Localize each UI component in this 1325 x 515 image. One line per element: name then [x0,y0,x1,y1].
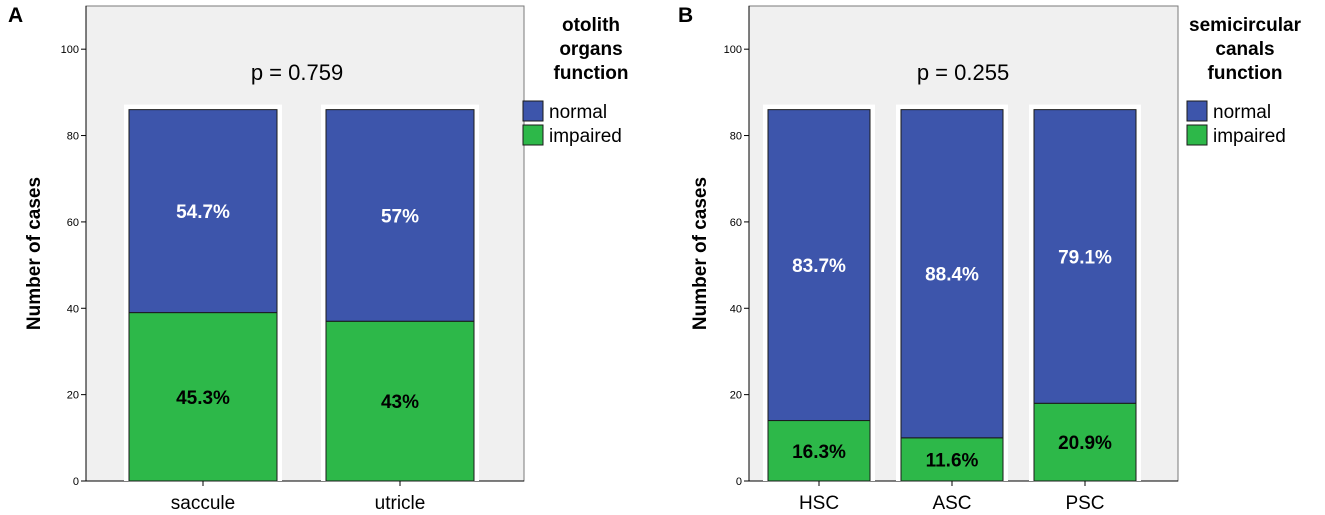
legend-title: function [554,63,629,84]
y-tick-label: 40 [67,303,79,315]
legend-label-normal: normal [1213,102,1271,123]
y-tick-label: 20 [67,390,79,402]
y-tick-label: 80 [730,131,742,143]
y-tick-label: 20 [730,390,742,402]
panel-label: A [8,4,23,27]
data-label-normal: 54.7% [176,202,230,223]
bar-impaired-asc [900,437,1004,482]
data-label-normal: 88.4% [925,265,979,286]
bar-impaired-hsc [767,420,871,482]
x-tick-label: utricle [375,493,426,514]
legend-swatch-normal [522,100,544,122]
y-tick-label: 60 [730,217,742,229]
data-label-impaired: 20.9% [1058,433,1112,454]
bar-normal-asc [900,109,1004,439]
bar-normal-utricle [325,109,475,322]
y-tick-label: 80 [67,131,79,143]
legend-title: semicircular [1189,15,1302,36]
legend-title: organs [559,39,622,60]
y-tick-label: 0 [73,476,79,488]
y-axis-title: Number of cases [24,177,45,330]
y-tick-label: 40 [730,303,742,315]
data-label-normal: 83.7% [792,256,846,277]
chart-panel-b: B 0 20 40 60 80 100 Number of cases p = 0.255 83.… [678,4,1302,514]
y-tick-label: 60 [67,217,79,229]
chart-panel-a: A 0 20 40 60 80 100 Number of cases p = 0.759 54.… [8,4,628,514]
data-label-normal: 57% [381,206,419,227]
legend-title: otolith [562,15,620,36]
legend-title: canals [1215,39,1274,60]
legend-swatch-normal [1186,100,1208,122]
legend-swatch-impaired [1186,124,1208,146]
bar-normal-psc [1033,109,1137,404]
data-label-normal: 79.1% [1058,247,1112,268]
y-tick-label: 100 [724,44,742,56]
y-tick-label: 100 [61,44,79,56]
data-label-impaired: 45.3% [176,388,230,409]
y-axis-title: Number of cases [690,177,711,330]
legend-label-impaired: impaired [549,126,622,147]
data-label-impaired: 11.6% [926,450,979,471]
legend-swatch-impaired [522,124,544,146]
bar-impaired-utricle [325,320,475,482]
bar-normal-saccule [128,109,278,314]
data-label-impaired: 43% [381,392,419,413]
legend: semicircular canals function normal impaired [1186,15,1302,147]
legend-label-normal: normal [549,102,607,123]
x-tick-label: HSC [799,493,839,514]
x-tick-label: saccule [171,493,235,514]
x-tick-label: ASC [932,493,971,514]
p-value-annotation: p = 0.759 [251,60,343,85]
bar-normal-hsc [767,109,871,422]
y-tick-label: 0 [736,476,742,488]
legend: otolith organs function normal impaired [522,15,629,147]
bar-impaired-saccule [128,312,278,482]
data-label-impaired: 16.3% [792,442,846,463]
legend-label-impaired: impaired [1213,126,1286,147]
x-tick-label: PSC [1065,493,1104,514]
p-value-annotation: p = 0.255 [917,60,1009,85]
legend-title: function [1208,63,1283,84]
bar-impaired-psc [1033,402,1137,482]
panel-label: B [678,4,693,27]
